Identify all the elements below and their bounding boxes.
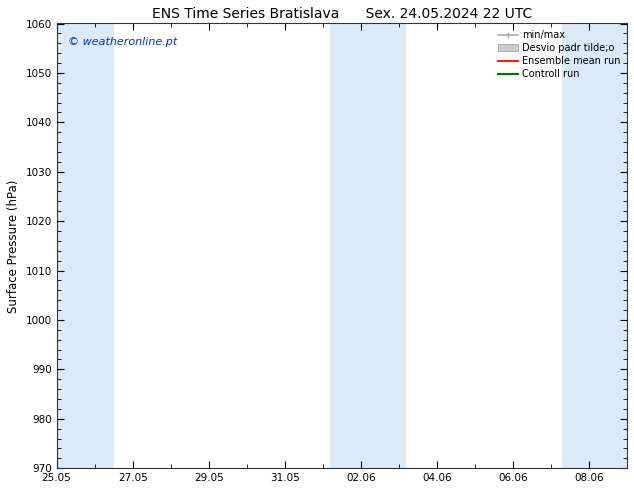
Bar [562, 24, 627, 468]
Y-axis label: Surface Pressure (hPa): Surface Pressure (hPa) [7, 179, 20, 313]
Bar [330, 24, 406, 468]
Legend: min/max, Desvio padr tilde;o, Ensemble mean run, Controll run: min/max, Desvio padr tilde;o, Ensemble m… [495, 26, 624, 83]
Text: © weatheronline.pt: © weatheronline.pt [68, 37, 178, 47]
Title: ENS Time Series Bratislava      Sex. 24.05.2024 22 UTC: ENS Time Series Bratislava Sex. 24.05.20… [152, 7, 532, 21]
Bar [56, 24, 113, 468]
